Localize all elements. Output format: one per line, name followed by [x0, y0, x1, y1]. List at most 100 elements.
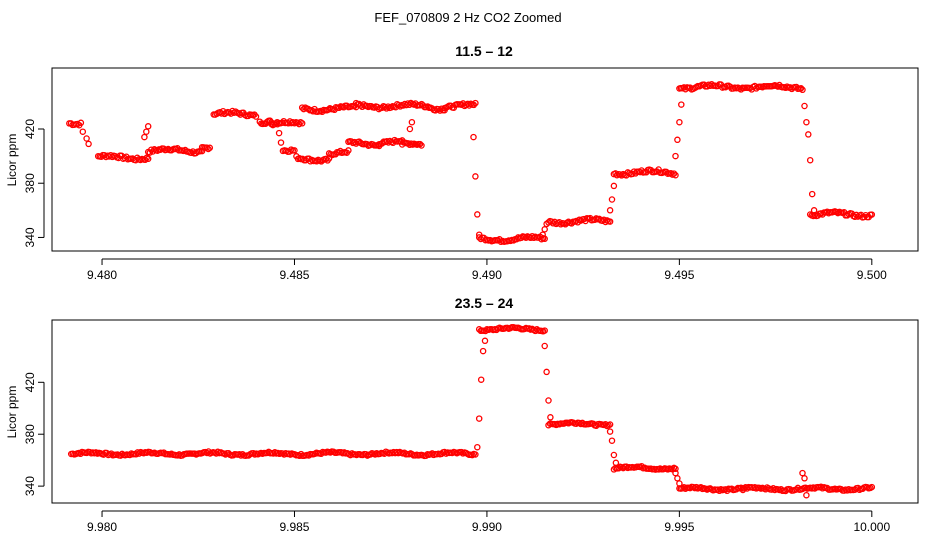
panel-1-points: [66, 81, 876, 246]
data-point: [672, 171, 679, 179]
data-point: [475, 415, 483, 422]
panel-2-x-axis: 9.980 9.985 9.990 9.995 10.000: [87, 510, 890, 534]
data-point: [416, 140, 424, 148]
data-point: [612, 459, 620, 467]
data-point: [803, 118, 810, 126]
data-point: [799, 86, 806, 94]
data-point: [672, 152, 679, 160]
data-point: [472, 99, 479, 107]
data-point: [868, 211, 876, 218]
data-point: [474, 211, 481, 218]
data-point: [670, 170, 678, 177]
data-point: [298, 120, 306, 127]
y-tick-label: 340: [23, 227, 37, 247]
data-point: [608, 437, 616, 444]
data-point: [472, 451, 479, 458]
data-point: [408, 118, 416, 126]
figure-title: FEF_070809 2 Hz CO2 Zoomed: [374, 10, 561, 25]
data-point: [141, 133, 148, 141]
panel-1: 11.5 – 12 Licor ppm 9.480 9.485 9.490 9.495…: [5, 43, 919, 282]
panel-1-x-axis: 9.480 9.485 9.490 9.495 9.500: [87, 258, 887, 282]
y-tick-label: 380: [23, 173, 37, 193]
data-point: [539, 231, 546, 238]
data-point: [797, 85, 805, 92]
data-point: [606, 428, 614, 435]
x-tick-label: 9.990: [472, 520, 502, 534]
data-point: [674, 475, 681, 482]
data-point: [481, 337, 489, 345]
panel-2-points: [67, 323, 876, 499]
data-point: [541, 342, 548, 350]
data-point: [322, 155, 330, 163]
data-point: [406, 125, 414, 133]
data-point: [799, 469, 806, 477]
data-point: [384, 103, 392, 110]
data-point: [674, 136, 681, 144]
data-point: [418, 142, 425, 149]
data-point: [470, 133, 477, 141]
data-point: [541, 327, 548, 334]
data-point: [77, 119, 85, 127]
data-point: [472, 173, 479, 180]
panel-1-plot-frame: [51, 67, 919, 252]
data-point: [608, 196, 616, 203]
x-tick-label: 9.980: [87, 520, 117, 534]
panel-2: 23.5 – 24 Licor ppm 9.980 9.985 9.990 9.995…: [5, 295, 919, 534]
panel-2-y-axis-label: Licor ppm: [5, 386, 19, 439]
data-point: [475, 231, 483, 238]
panel-1-y-axis-label: Licor ppm: [5, 134, 19, 187]
y-tick-label: 420: [23, 119, 37, 139]
y-tick-label: 380: [23, 424, 37, 444]
data-point: [610, 451, 618, 459]
data-point: [203, 144, 210, 151]
panel-2-y-axis: 340 380 420: [23, 372, 45, 496]
x-tick-label: 9.495: [664, 268, 694, 282]
x-tick-label: 9.480: [87, 268, 117, 282]
data-point: [606, 421, 614, 428]
data-point: [83, 135, 90, 142]
data-point: [541, 226, 548, 233]
data-point: [206, 144, 214, 152]
data-point: [273, 118, 281, 126]
data-point: [345, 147, 352, 154]
data-point: [808, 190, 816, 198]
data-point: [144, 123, 152, 130]
data-point: [868, 483, 876, 491]
x-tick-label: 9.500: [857, 268, 887, 282]
data-point: [543, 220, 550, 228]
data-point: [810, 207, 818, 214]
x-tick-label: 9.490: [472, 268, 502, 282]
data-point: [806, 156, 814, 164]
data-point: [85, 140, 92, 148]
data-point: [547, 414, 554, 421]
data-point: [676, 480, 683, 487]
data-point: [739, 486, 747, 494]
data-point: [277, 139, 285, 146]
data-point: [805, 131, 812, 138]
data-point: [252, 113, 260, 120]
data-point: [143, 128, 150, 135]
data-point: [678, 101, 685, 108]
x-tick-label: 9.995: [664, 520, 694, 534]
y-tick-label: 420: [23, 372, 37, 392]
data-point: [477, 376, 485, 383]
data-point: [291, 147, 298, 154]
panel-1-title: 11.5 – 12: [455, 43, 513, 59]
panel-2-plot-frame: [51, 319, 919, 504]
data-point: [404, 100, 412, 107]
data-point: [672, 465, 679, 473]
data-point: [803, 491, 810, 499]
x-tick-label: 9.985: [279, 520, 309, 534]
data-point: [606, 218, 614, 225]
data-point: [545, 397, 552, 404]
data-point: [205, 145, 212, 153]
data-point: [801, 475, 808, 482]
x-tick-label: 9.485: [279, 268, 309, 282]
x-tick-label: 10.000: [853, 520, 890, 534]
y-tick-label: 340: [23, 476, 37, 496]
panel-2-title: 23.5 – 24: [455, 295, 514, 311]
data-point: [669, 465, 676, 473]
panel-1-y-axis: 340 380 420: [23, 119, 45, 247]
data-point: [479, 347, 487, 355]
